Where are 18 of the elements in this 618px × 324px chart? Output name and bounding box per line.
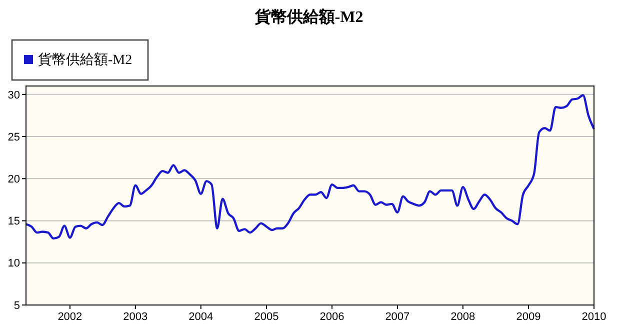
x-tick-label: 2009 — [516, 311, 541, 323]
x-tick-label: 2007 — [385, 311, 410, 323]
x-tick-label: 2002 — [58, 311, 82, 323]
x-tick-label: 2005 — [254, 311, 279, 323]
line-series — [24, 94, 596, 240]
x-tick-label: 2004 — [188, 311, 214, 323]
y-tick-label: 20 — [8, 174, 20, 186]
x-tick-label: 2008 — [450, 311, 476, 323]
y-tick-label: 25 — [8, 131, 20, 144]
chart-title: 貨幣供給額-M2 — [254, 8, 364, 26]
x-tick-label: 2006 — [320, 311, 344, 323]
legend-label: 貨幣供給額-M2 — [38, 52, 132, 68]
y-tick-label: 15 — [8, 216, 20, 228]
y-tick-label: 5 — [14, 300, 20, 312]
y-tick-label: 10 — [8, 258, 20, 270]
x-tick-label: 2003 — [123, 311, 148, 323]
y-tick-label: 30 — [8, 89, 20, 102]
x-tick-label: 2010 — [582, 311, 606, 323]
